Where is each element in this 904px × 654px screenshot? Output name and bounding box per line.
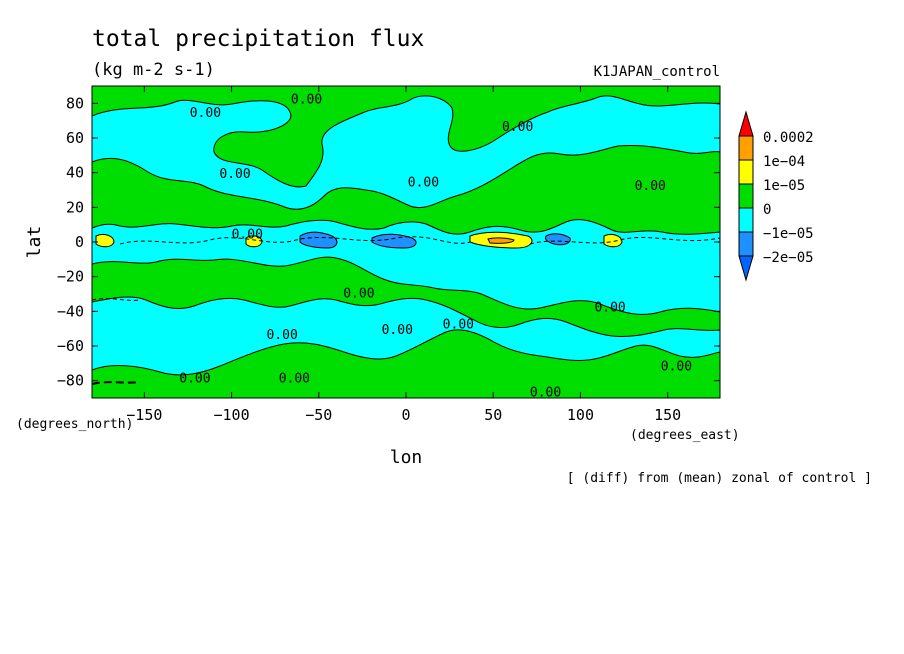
colorbar-legend: 0.0002 1e−04 1e−05 0 −1e−05 −2e−05 [738, 110, 814, 282]
contour-labels: 0.00 0.00 0.00 0.00 0.00 0.00 0.00 0.00 0.00 0.00… [179, 92, 692, 400]
colorbar-box [738, 231, 754, 257]
contour-label: 0.00 [232, 228, 263, 243]
colorbar-box [738, 159, 754, 185]
y-tick-label: 80 [66, 94, 84, 112]
y-tick-label: −20 [57, 268, 84, 286]
equatorial-negative-band [299, 231, 338, 249]
equatorial-negative-band [545, 233, 571, 246]
contour-label: 0.00 [219, 167, 250, 182]
contour-label: 0.00 [594, 300, 625, 315]
y-unit-label: (degrees_north) [16, 417, 133, 432]
x-axis: −150 −100 −50 0 50 100 150 [126, 86, 681, 424]
colorbar-under-triangle [738, 255, 754, 282]
negative-contour [92, 381, 141, 385]
contour-label: 0.00 [279, 371, 310, 386]
colorbar-label: 1e−04 [763, 154, 805, 170]
x-unit-label: (degrees_east) [630, 428, 740, 443]
contour-label: 0.00 [266, 328, 297, 343]
contour-label: 0.00 [530, 385, 561, 400]
colorbar-over-triangle [738, 110, 754, 137]
colorbar-label: 0 [763, 202, 771, 218]
y-tick-label: 20 [66, 198, 84, 216]
x-axis-label: lon [390, 447, 423, 468]
y-tick-label: 0 [75, 233, 84, 251]
colorbar-box [738, 207, 754, 233]
x-tick-label: 50 [484, 406, 502, 424]
x-tick-label: −50 [305, 406, 332, 424]
contour-label: 0.00 [661, 359, 692, 374]
equatorial-positive-yellow [603, 233, 623, 248]
positive-region-south [92, 256, 720, 398]
colorbar-label: 0.0002 [763, 130, 814, 146]
y-tick-label: −60 [57, 337, 84, 355]
negative-contour [529, 236, 720, 245]
contour-label: 0.00 [343, 286, 374, 301]
contour-label: 0.00 [190, 106, 221, 121]
x-tick-label: 150 [654, 406, 681, 424]
y-axis: 80 60 40 20 0 −20 −40 −60 −80 [57, 94, 720, 390]
positive-region-mid-north [92, 144, 720, 235]
equatorial-positive-orange [487, 237, 515, 244]
positive-region-north [92, 86, 720, 188]
contour-label: 0.00 [291, 92, 322, 107]
y-axis-label: lat [24, 226, 45, 259]
contour-label: 0.00 [635, 179, 666, 194]
x-tick-label: 100 [567, 406, 594, 424]
footnote: [ (diff) from (mean) zonal of control ] [567, 471, 872, 486]
equatorial-positive-yellow [245, 235, 263, 248]
colorbar-label: −1e−05 [763, 226, 814, 242]
negative-contour [119, 236, 471, 245]
y-tick-label: −80 [57, 372, 84, 390]
contour-label: 0.00 [502, 120, 533, 135]
contour-label: 0.00 [408, 176, 439, 191]
colorbar-label: −2e−05 [763, 250, 814, 266]
x-tick-label: −100 [213, 406, 249, 424]
y-tick-label: 40 [66, 164, 84, 182]
equatorial-negative-band [371, 233, 417, 249]
plot-area: 0.00 0.00 0.00 0.00 0.00 0.00 0.00 0.00 0.00 0.00… [91, 85, 721, 400]
y-tick-label: −40 [57, 302, 84, 320]
equatorial-positive-yellow [95, 233, 115, 248]
colorbar-box [738, 135, 754, 161]
negative-contour [92, 298, 141, 301]
run-label: K1JAPAN_control [594, 64, 720, 80]
chart-subtitle: (kg m-2 s-1) [92, 60, 215, 80]
y-tick-label: 60 [66, 129, 84, 147]
contour-label: 0.00 [443, 318, 474, 333]
colorbar-box [738, 183, 754, 209]
contour-label: 0.00 [382, 323, 413, 338]
x-tick-label: 0 [401, 406, 410, 424]
contour-label: 0.00 [179, 371, 210, 386]
x-tick-label: −150 [126, 406, 162, 424]
chart-title: total precipitation flux [92, 26, 424, 52]
colorbar-label: 1e−05 [763, 178, 805, 194]
